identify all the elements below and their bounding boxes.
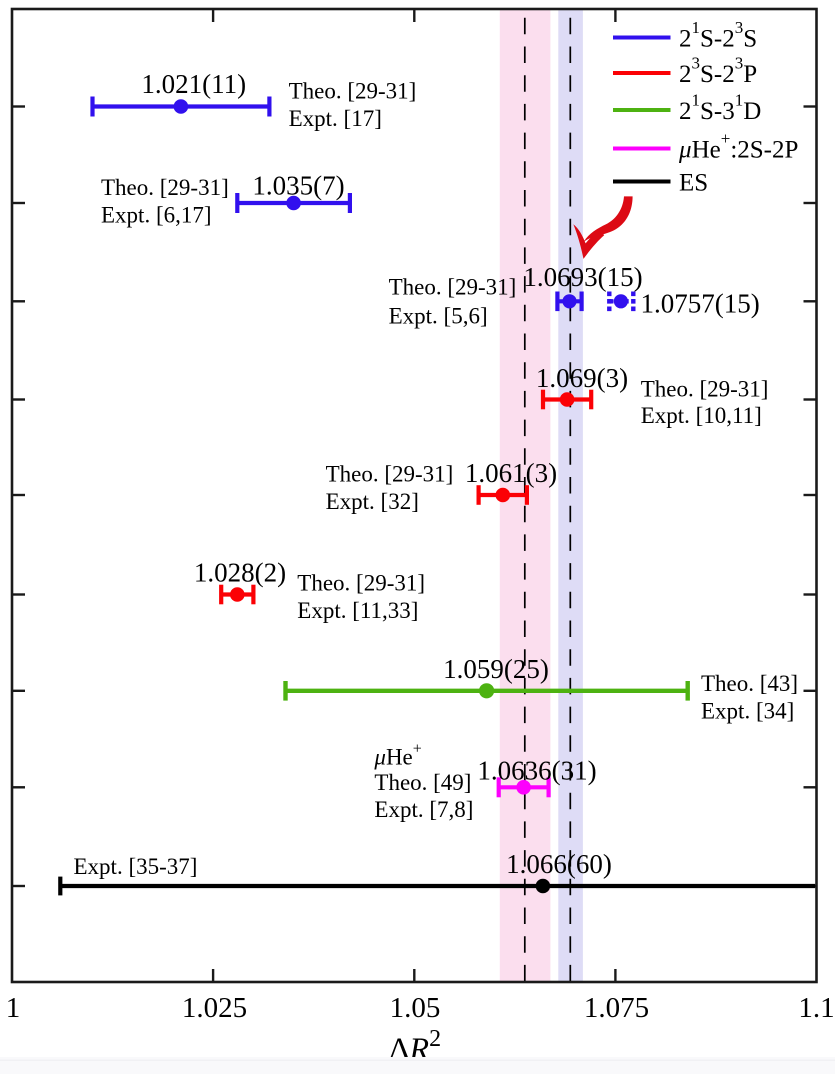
svg-text:Theo. [29-31]: Theo. [29-31] [101,175,229,200]
svg-text:1.028(2): 1.028(2) [194,557,286,587]
svg-text:Theo. [29-31]: Theo. [29-31] [389,275,517,300]
svg-text:Theo. [43]: Theo. [43] [701,671,798,696]
svg-text:1.061(3): 1.061(3) [465,458,557,488]
svg-text:Expt. [35-37]: Expt. [35-37] [74,854,198,879]
svg-text:1.021(11): 1.021(11) [141,69,246,99]
svg-text:Theo. [49]: Theo. [49] [374,770,471,795]
svg-text:Theo. [29-31]: Theo. [29-31] [326,462,454,487]
svg-text:1.1: 1.1 [798,992,834,1024]
svg-text:1: 1 [6,992,21,1024]
svg-text:Expt. [10,11]: Expt. [10,11] [641,403,762,428]
svg-text:Theo. [29-31]: Theo. [29-31] [289,79,417,104]
svg-text:Expt. [7,8]: Expt. [7,8] [374,797,473,822]
svg-text:Expt. [11,33]: Expt. [11,33] [297,598,418,623]
svg-text:1.059(25): 1.059(25) [443,654,549,684]
svg-text:Expt. [5,6]: Expt. [5,6] [389,304,488,329]
svg-text:μHe+:2S-2P: μHe+:2S-2P [678,129,798,164]
svg-text:1.025: 1.025 [182,992,247,1024]
svg-text:1.035(7): 1.035(7) [252,170,344,200]
svg-text:1.0693(15): 1.0693(15) [523,262,642,292]
svg-text:21S-31D: 21S-31D [679,90,761,125]
svg-text:1.05: 1.05 [390,992,441,1024]
svg-text:μHe+: μHe+ [373,741,421,770]
svg-text:23S-23P: 23S-23P [679,53,757,88]
svg-text:1.0636(31): 1.0636(31) [477,755,596,785]
svg-text:1.0757(15): 1.0757(15) [641,289,760,319]
svg-text:1.075: 1.075 [584,992,649,1024]
svg-text:Theo. [29-31]: Theo. [29-31] [297,571,425,596]
svg-text:ES: ES [679,169,708,196]
svg-text:Expt. [17]: Expt. [17] [289,106,382,131]
svg-text:1.066(60): 1.066(60) [506,849,612,879]
svg-text:1.069(3): 1.069(3) [536,363,628,393]
svg-text:21S-23S: 21S-23S [679,18,757,53]
svg-text:Expt. [6,17]: Expt. [6,17] [101,203,212,228]
svg-text:Expt. [32]: Expt. [32] [326,489,419,514]
svg-text:Theo. [29-31]: Theo. [29-31] [641,377,769,402]
svg-text:Expt. [34]: Expt. [34] [701,699,794,724]
